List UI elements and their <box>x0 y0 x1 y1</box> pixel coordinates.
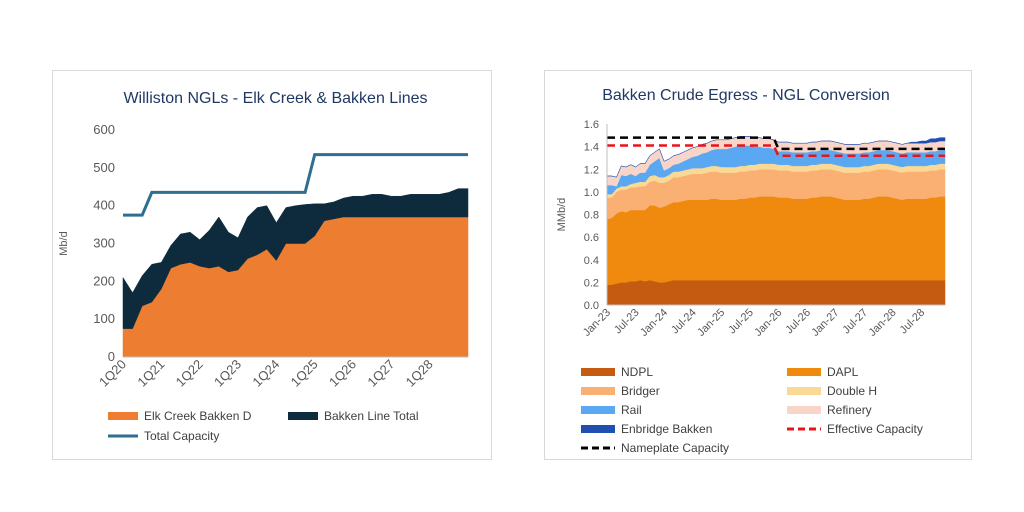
legend-label-double-h: Double H <box>827 384 877 398</box>
line-total-capacity <box>123 153 468 217</box>
line-nameplate-capacity <box>607 136 945 151</box>
y-tick-label: 300 <box>93 236 115 251</box>
y-axis-label: Mb/d <box>58 231 70 255</box>
chart-title: Williston NGLs - Elk Creek & Bakken Line… <box>123 90 427 107</box>
y-tick-label: 100 <box>93 311 115 326</box>
legend-label-bridger: Bridger <box>621 384 660 398</box>
y-tick-label: 1.4 <box>584 142 599 154</box>
x-tick-label: Jul-28 <box>898 307 928 337</box>
elk-creek-chart: Williston NGLs - Elk Creek & Bakken Line… <box>58 90 469 443</box>
legend-swatch-double-h <box>787 387 821 395</box>
x-tick-label: Jan-24 <box>638 307 670 339</box>
legend-label-enbridge-bakken: Enbridge Bakken <box>621 422 712 436</box>
x-tick-label: Jan-28 <box>866 307 898 339</box>
legend-label-bakken-line-total: Bakken Line Total <box>324 409 419 423</box>
legend-label-nameplate-capacity: Nameplate Capacity <box>621 441 729 455</box>
y-axis-label: MMb/d <box>556 198 568 232</box>
y-tick-label: 0.4 <box>584 255 599 267</box>
y-tick-label: 0.8 <box>584 210 599 222</box>
y-tick-label: 600 <box>93 122 115 137</box>
y-tick-label: 1.2 <box>584 164 599 176</box>
x-tick-label: 1Q23 <box>211 357 244 390</box>
x-tick-label: 1Q28 <box>403 357 436 390</box>
y-tick-label: 0.2 <box>584 277 599 289</box>
x-tick-label: Jul-23 <box>612 307 642 337</box>
legend-label-dapl: DAPL <box>827 365 859 379</box>
x-tick-label: 1Q26 <box>326 357 359 390</box>
x-tick-label: Jan-27 <box>809 307 841 339</box>
legend-swatch-enbridge-bakken <box>581 425 615 433</box>
legend-swatch-elk-creek-bakken-d <box>108 412 138 420</box>
y-tick-label: 0 <box>108 349 115 364</box>
bakken-egress-chart: Bakken Crude Egress - NGL Conversion 0.0 0… <box>556 87 946 455</box>
x-tick-label: 1Q27 <box>364 357 397 390</box>
line-effective-capacity <box>607 144 945 157</box>
y-tick-label: 200 <box>93 273 115 288</box>
chart-title: Bakken Crude Egress - NGL Conversion <box>602 87 890 104</box>
legend-swatch-ndpl <box>581 368 615 376</box>
legend-swatch-bridger <box>581 387 615 395</box>
y-tick-label: 500 <box>93 160 115 175</box>
x-tick-label: Jan-26 <box>752 307 784 339</box>
legend-label-ndpl: NDPL <box>621 365 653 379</box>
legend-swatch-rail <box>581 406 615 414</box>
x-tick-label: 1Q22 <box>173 357 206 390</box>
y-tick-label: 0.0 <box>584 300 599 312</box>
area-enbridge-bakken <box>607 136 946 178</box>
x-tick-label: 1Q21 <box>134 357 167 390</box>
elk-creek-chart-panel: Williston NGLs - Elk Creek & Bakken Line… <box>52 70 492 460</box>
legend-swatch-bakken-line-total <box>288 412 318 420</box>
legend-label-total-capacity: Total Capacity <box>144 429 219 443</box>
area-dapl <box>606 196 946 285</box>
area-bakken-line-total <box>122 188 469 329</box>
legend-label-refinery: Refinery <box>827 403 872 417</box>
y-tick-label: 1.0 <box>584 187 599 199</box>
bakken-egress-chart-panel: Bakken Crude Egress - NGL Conversion 0.0 0… <box>544 70 972 460</box>
x-tick-label: 1Q24 <box>249 357 282 390</box>
x-tick-label: Jul-24 <box>669 307 699 337</box>
x-tick-label: Jul-27 <box>841 307 871 337</box>
y-tick-label: 400 <box>93 198 115 213</box>
legend-swatch-dapl <box>787 368 821 376</box>
legend-label-elk-creek-bakken-d: Elk Creek Bakken D <box>144 409 252 423</box>
x-tick-label: Jul-25 <box>726 307 756 337</box>
legend-label-rail: Rail <box>621 403 642 417</box>
x-tick-label: Jan-25 <box>695 307 727 339</box>
legend-swatch-refinery <box>787 406 821 414</box>
x-tick-label: 1Q20 <box>96 357 129 390</box>
legend-label-effective-capacity: Effective Capacity <box>827 422 923 436</box>
area-ndpl <box>606 279 946 306</box>
y-tick-label: 1.6 <box>584 119 599 131</box>
x-tick-label: Jul-26 <box>783 307 813 337</box>
x-tick-label: 1Q25 <box>288 357 321 390</box>
y-tick-label: 0.6 <box>584 232 599 244</box>
